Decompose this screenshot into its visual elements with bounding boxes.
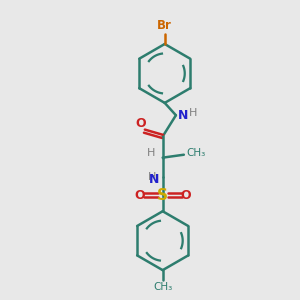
Text: H: H bbox=[148, 172, 157, 182]
Text: H: H bbox=[189, 108, 197, 118]
Text: O: O bbox=[180, 188, 190, 202]
Text: H: H bbox=[147, 148, 155, 158]
Text: O: O bbox=[135, 188, 145, 202]
Text: CH₃: CH₃ bbox=[153, 283, 172, 292]
Text: S: S bbox=[157, 188, 168, 202]
Text: N: N bbox=[178, 109, 188, 122]
Text: O: O bbox=[136, 117, 146, 130]
Text: Br: Br bbox=[157, 19, 172, 32]
Text: CH₃: CH₃ bbox=[186, 148, 206, 158]
Text: N: N bbox=[149, 172, 159, 186]
